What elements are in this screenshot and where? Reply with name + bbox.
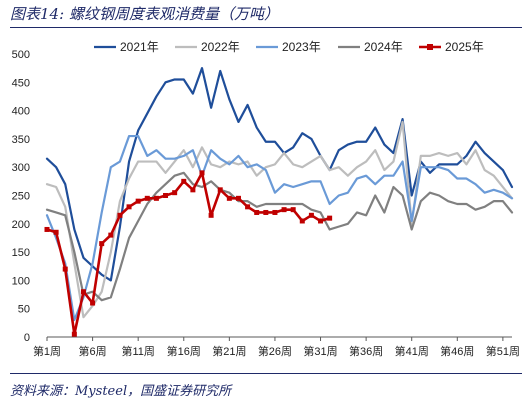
source-note: 资料来源：Mysteel，国盛证券研究所 [10,384,232,399]
legend-label: 2024年 [364,40,403,54]
series-point-2025年 [163,193,169,198]
y-tick-label: 250 [12,191,30,203]
series-point-2025年 [53,229,59,235]
y-tick-label: 200 [12,219,30,231]
series-point-2025年 [181,178,187,184]
figure-title-text: 螺纹钢周度表观消费量（万吨） [68,5,279,23]
y-tick-label: 350 [12,134,30,146]
x-tick-label: 第16周 [167,344,201,358]
series-point-2025年 [172,190,178,196]
series-point-2025年 [126,204,132,210]
series-line-2024年 [45,171,514,302]
x-tick-label: 第51周 [486,344,520,358]
x-tick-label: 第11周 [121,344,154,358]
chart-axes: 0 50 100 150 200 250 300 350 400 450 500 第1周 第6周 第11周… [12,49,520,358]
series-line-2023年 [45,134,514,322]
legend-marker [427,44,433,50]
series-point-2025年 [272,209,278,215]
y-tick-label: 400 [12,106,30,118]
x-tick-label: 第21周 [212,344,246,358]
series-point-2025年 [290,207,296,213]
x-tick-label: 第46周 [440,344,474,358]
y-tick-label: 50 [18,304,30,316]
series-point-2025年 [80,289,86,295]
chart-legend: 2021年 2022年 2023年 2024年 2025年 [94,40,484,54]
series-point-2025年 [245,204,251,210]
legend-label: 2023年 [282,40,321,54]
series-point-2025年 [190,187,196,193]
x-tick-label: 第1周 [33,344,61,358]
y-tick-label: 0 [24,332,30,344]
y-tick-label: 450 [12,77,30,89]
series-point-2025年 [135,198,141,204]
series-point-2025年 [44,226,50,232]
series-point-2025年 [71,331,77,337]
series-point-2025年 [281,207,287,213]
chart: 0 50 100 150 200 250 300 350 400 450 500 第1周 第6周 第11周… [12,40,520,358]
x-tick-label: 第36周 [349,344,383,358]
series-point-2025年 [217,187,223,193]
series-point-2025年 [62,266,68,272]
legend-label: 2021年 [120,40,159,54]
y-tick-label: 300 [12,162,30,174]
chart-lines [44,67,514,337]
source-divider [10,373,522,374]
series-line-2021年 [45,67,514,282]
series-point-2025年 [90,300,96,306]
series-point-2025年 [327,215,333,221]
series-line-2022年 [45,120,514,319]
series-point-2025年 [144,195,150,201]
series-point-2025年 [108,232,114,238]
series-point-2025年 [199,170,205,176]
series-point-2025年 [318,218,324,224]
x-tick-label: 第26周 [258,344,292,358]
series-point-2025年 [99,241,105,247]
y-tick-label: 500 [12,49,30,61]
series-point-2025年 [226,195,232,201]
y-tick-label: 150 [12,247,30,259]
series-point-2025年 [254,209,260,215]
figure-title: 图表14: 螺纹钢周度表观消费量（万吨） [10,3,279,24]
series-point-2025年 [153,195,159,201]
series-point-2025年 [235,195,241,201]
figure-title-prefix: 图表14: [10,5,65,23]
y-tick-label: 100 [12,275,30,287]
x-tick-label: 第6周 [79,344,107,358]
series-point-2025年 [117,212,123,218]
series-point-2025年 [299,218,305,224]
title-divider [10,27,522,28]
x-tick-label: 第31周 [303,344,337,358]
series-point-2025年 [263,209,269,215]
legend-label: 2025年 [445,40,484,54]
legend-label: 2022年 [201,40,240,54]
series-point-2025年 [208,212,214,218]
x-tick-label: 第41周 [395,344,429,358]
series-point-2025年 [308,212,314,218]
